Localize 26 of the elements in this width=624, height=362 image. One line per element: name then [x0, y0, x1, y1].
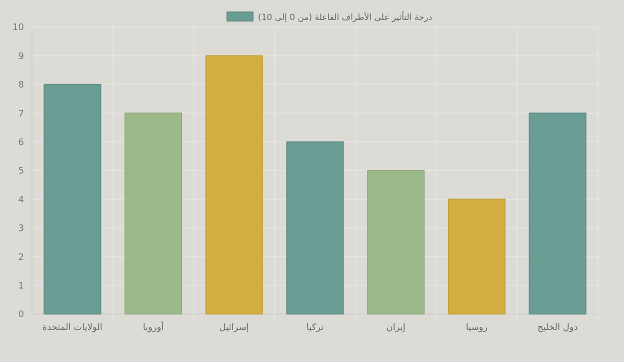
bar: [205, 55, 263, 314]
y-tick-label: 0: [18, 310, 24, 320]
x-tick-label: إسرائيل: [219, 323, 249, 333]
x-tick-label: أوروبا: [142, 321, 164, 333]
bar: [44, 84, 102, 314]
y-tick-label: 3: [18, 224, 24, 234]
y-tick-label: 4: [18, 195, 24, 206]
x-tick-label: دول الخليج: [537, 323, 578, 333]
y-tick-label: 8: [18, 80, 24, 91]
y-tick-label: 9: [18, 52, 24, 62]
y-tick-label: 10: [12, 23, 24, 34]
bar: [528, 112, 586, 314]
x-tick-label: إيران: [386, 323, 406, 333]
bar: [367, 170, 425, 314]
y-tick-label: 6: [18, 138, 24, 148]
bar: [448, 198, 506, 314]
bar: [286, 141, 344, 314]
x-tick-label: روسيا: [466, 323, 488, 333]
x-tick-label: الولايات المتحدة: [42, 323, 102, 333]
x-tick-label: تركيا: [306, 323, 324, 333]
y-tick-label: 7: [18, 109, 24, 120]
bar: [124, 112, 182, 314]
y-tick-label: 1: [18, 281, 24, 292]
legend-label: درجة التأثير على الأطراف الفاعلة (من 0 إلى 10): [258, 10, 432, 23]
y-tick-label: 2: [18, 252, 24, 263]
y-tick-label: 5: [18, 166, 24, 177]
